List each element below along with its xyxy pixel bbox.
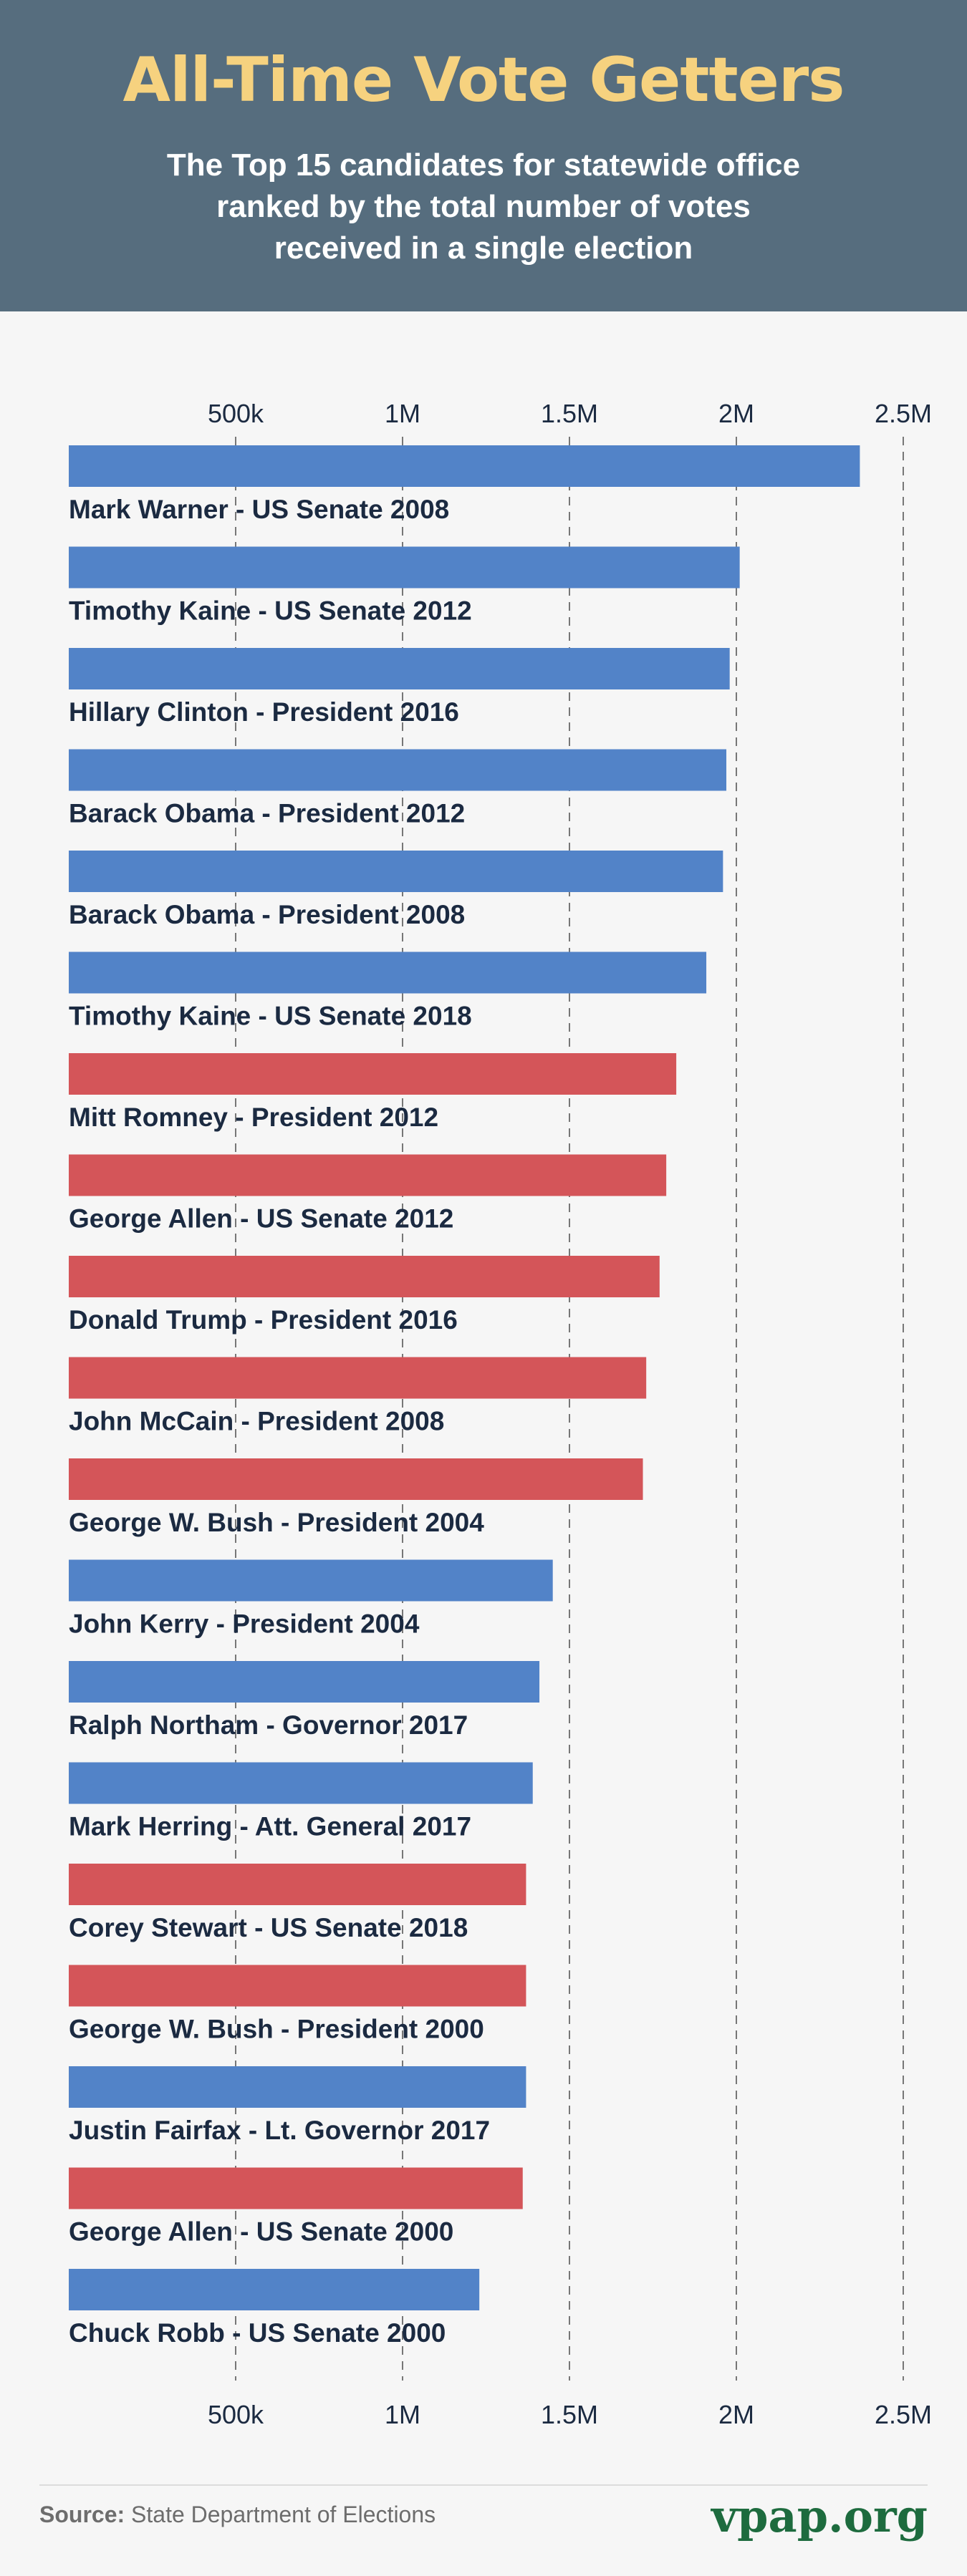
bar-label: Mark Herring - Att. General 2017 (69, 1812, 471, 1841)
bar (69, 851, 723, 892)
bar (69, 2269, 480, 2310)
bar-label: Barack Obama - President 2012 (69, 799, 465, 828)
footer-divider (39, 2484, 928, 2486)
page-subtitle: The Top 15 candidates for statewide offi… (107, 145, 860, 269)
bar-label: Mitt Romney - President 2012 (69, 1103, 438, 1132)
bar-label: Justin Fairfax - Lt. Governor 2017 (69, 2116, 490, 2145)
header-banner: All-Time Vote Getters The Top 15 candida… (0, 0, 967, 311)
bar (69, 2167, 523, 2209)
bar (69, 1762, 533, 1804)
source-label: Source: (39, 2502, 125, 2527)
bar-label: George W. Bush - President 2004 (69, 1508, 484, 1537)
axis-tick-label-bottom: 2M (718, 2400, 754, 2429)
subtitle-line: The Top 15 candidates for statewide offi… (166, 147, 801, 183)
bar (69, 1559, 553, 1602)
source-note: Source: State Department of Elections (39, 2502, 436, 2528)
bar (69, 1154, 667, 1196)
bar-label: George Allen - US Senate 2000 (69, 2217, 453, 2247)
bar (69, 1965, 526, 2007)
bar-label: Ralph Northam - Governor 2017 (69, 1710, 468, 1740)
bar-chart: Mark Warner - US Senate 2008 Timothy Kain… (69, 399, 932, 2429)
bar-label: Hillary Clinton - President 2016 (69, 697, 459, 727)
bar-label: Chuck Robb - US Senate 2000 (69, 2318, 446, 2348)
axis-tick-label-top: 1M (385, 399, 420, 428)
bar-label: Timothy Kaine - US Senate 2018 (69, 1002, 472, 1031)
bar (69, 445, 860, 487)
bar (69, 2066, 526, 2108)
axis-tick-label-bottom: 1.5M (541, 2400, 598, 2429)
axis-tick-label-top: 500k (208, 399, 264, 428)
bar-label: Corey Stewart - US Senate 2018 (69, 1913, 468, 1942)
bar (69, 1661, 540, 1703)
bar-label: George Allen - US Senate 2012 (69, 1204, 453, 1234)
bar (69, 1357, 647, 1399)
bar-label: Donald Trump - President 2016 (69, 1305, 458, 1335)
bar (69, 1053, 677, 1095)
vpap-logo[interactable]: vpap.org (711, 2490, 928, 2542)
axis-tick-label-top: 2M (718, 399, 754, 428)
bar-label: John Kerry - President 2004 (69, 1609, 420, 1639)
bar (69, 952, 707, 994)
bar-label: Barack Obama - President 2008 (69, 900, 465, 929)
source-text: State Department of Elections (131, 2502, 436, 2527)
axis-tick-label-bottom: 2.5M (875, 2400, 932, 2429)
bar-label: Mark Warner - US Senate 2008 (69, 495, 449, 524)
bar-label: Timothy Kaine - US Senate 2012 (69, 596, 472, 626)
bar (69, 1864, 526, 1905)
bar (69, 1458, 643, 1500)
bar-label: John McCain - President 2008 (69, 1407, 444, 1436)
bar (69, 546, 740, 589)
bar (69, 648, 730, 689)
bar (69, 749, 727, 791)
axis-tick-label-bottom: 1M (385, 2400, 420, 2429)
bar (69, 1256, 660, 1297)
page-title: All-Time Vote Getters (122, 44, 845, 116)
axis-tick-label-top: 1.5M (541, 399, 598, 428)
axis-tick-label-bottom: 500k (208, 2400, 264, 2429)
subtitle-line: ranked by the total number of votes (216, 189, 751, 224)
axis-tick-label-top: 2.5M (875, 399, 932, 428)
subtitle-line: received in a single election (274, 231, 693, 266)
bar-label: George W. Bush - President 2000 (69, 2015, 484, 2044)
